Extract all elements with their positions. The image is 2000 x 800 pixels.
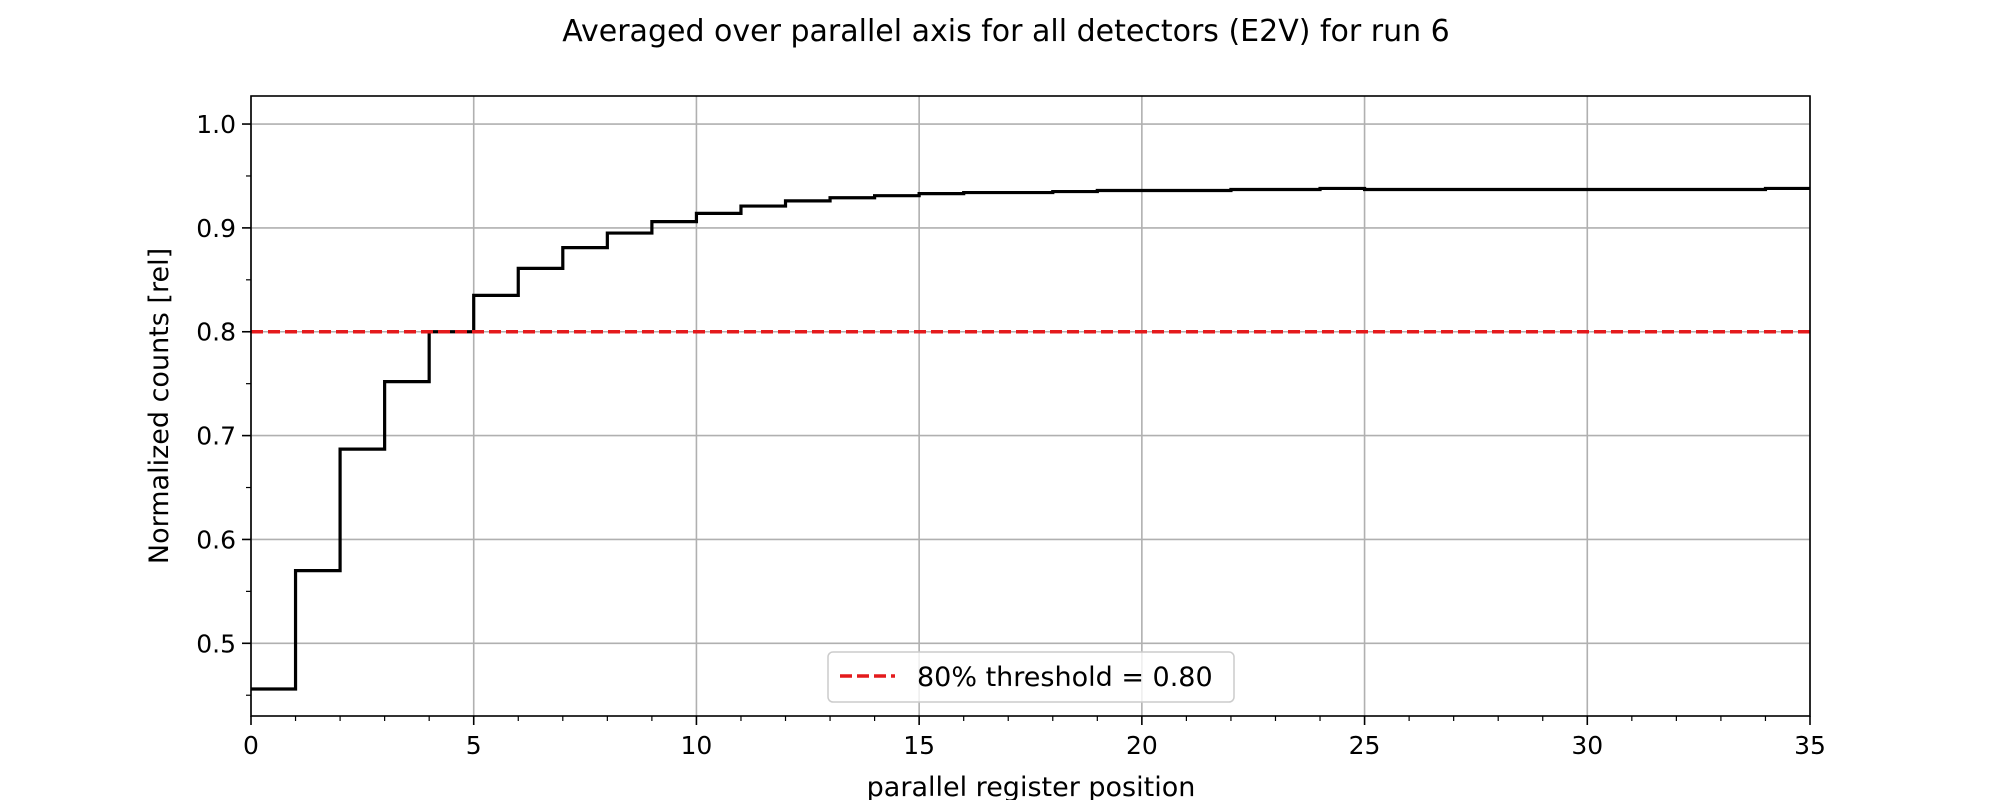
normalized-counts-step-line bbox=[251, 186, 1810, 691]
x-tick-label: 30 bbox=[1571, 731, 1603, 760]
chart-title: Averaged over parallel axis for all dete… bbox=[562, 14, 1449, 49]
y-axis-label: Normalized counts [rel] bbox=[144, 248, 175, 564]
x-tick-label: 20 bbox=[1126, 731, 1158, 760]
legend: 80% threshold = 0.80 bbox=[827, 651, 1235, 703]
x-tick-label: 15 bbox=[903, 731, 935, 760]
legend-box bbox=[827, 651, 1235, 703]
plot-frame bbox=[250, 95, 1811, 717]
y-tick-label: 0.9 bbox=[196, 214, 236, 243]
x-tick-label: 0 bbox=[243, 731, 259, 760]
x-tick-label: 10 bbox=[681, 731, 713, 760]
legend-threshold-label: 80% threshold = 0.80 bbox=[917, 662, 1213, 693]
x-tick-label: 25 bbox=[1349, 731, 1381, 760]
ticks: 0 5 10 15 20 25 30 35 0.5 0.6 0.7 0.8 0.9 1.0 bbox=[196, 110, 1826, 760]
y-tick-label: 0.7 bbox=[196, 422, 236, 451]
y-tick-label: 0.5 bbox=[196, 629, 236, 658]
y-tick-label: 0.8 bbox=[196, 318, 236, 347]
x-tick-label: 5 bbox=[466, 731, 482, 760]
y-tick-label: 0.6 bbox=[196, 525, 236, 554]
x-axis-label: parallel register position bbox=[867, 772, 1196, 800]
x-tick-label: 35 bbox=[1794, 731, 1826, 760]
series-layer bbox=[251, 186, 1810, 691]
y-tick-label: 1.0 bbox=[196, 110, 236, 139]
